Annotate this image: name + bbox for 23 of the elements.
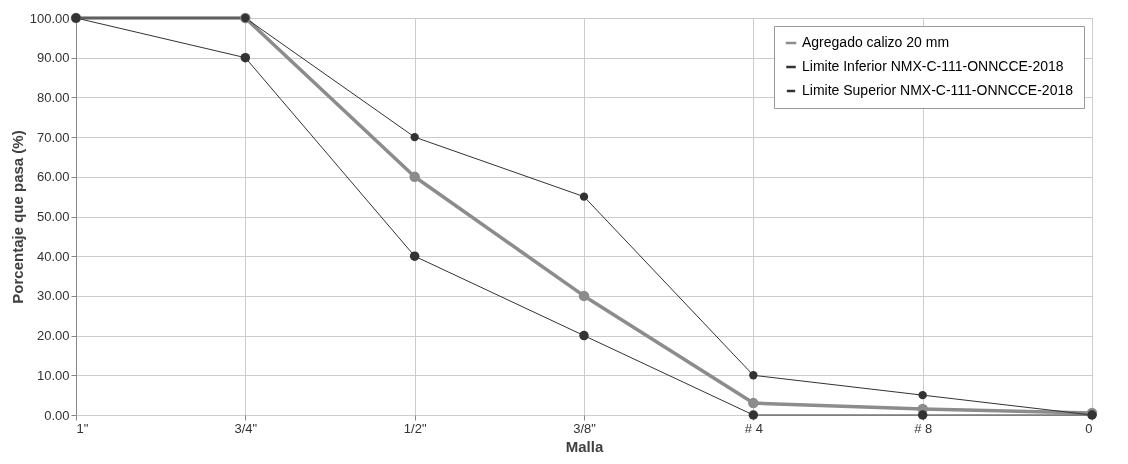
y-tick-label: 90.00: [36, 50, 70, 66]
y-tick-label: 20.00: [36, 328, 70, 344]
x-tick-label: # 4: [744, 420, 763, 436]
x-axis-title: Malla: [565, 437, 604, 455]
y-tick-label: 10.00: [36, 367, 70, 383]
y-tick-label: 100.00: [29, 10, 70, 26]
x-tick-label: 1": [76, 420, 89, 436]
y-axis-title: Porcentaje que pasa (%): [8, 130, 26, 304]
x-tick-label: 1/2": [403, 420, 427, 436]
y-tick-label: 60.00: [36, 169, 70, 185]
x-tick-label: 3/4": [234, 420, 258, 436]
y-tick-label: 50.00: [36, 209, 70, 224]
y-tick-label: 30.00: [36, 288, 70, 304]
legend-label: Agregado calizo 20 mm: [802, 34, 950, 50]
legend-label: Limite Superior NMX-C-111-ONNCCE-2018: [802, 82, 1074, 98]
x-tick-label: # 8: [914, 420, 933, 436]
legend-label: Limite Inferior NMX-C-111-ONNCCE-2018: [802, 58, 1064, 74]
y-tick-label: 70.00: [36, 129, 70, 145]
x-tick-label: 0: [1085, 420, 1093, 436]
y-tick-label: 80.00: [36, 89, 70, 105]
y-tick-label: 40.00: [36, 248, 70, 264]
x-tick-label: 3/8": [573, 420, 597, 436]
y-tick-label: 0.00: [44, 407, 70, 423]
